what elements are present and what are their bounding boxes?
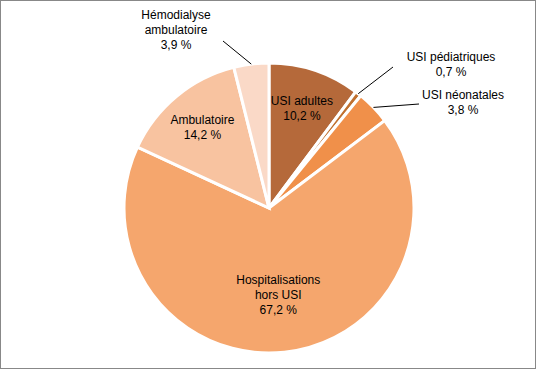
svg-text:USI pédiatriques0,7 %: USI pédiatriques0,7 % (407, 50, 496, 79)
svg-text:Ambulatoire14,2 %: Ambulatoire14,2 % (170, 113, 234, 142)
svg-text:USI néonatales3,8 %: USI néonatales3,8 % (422, 88, 504, 117)
svg-text:Hémodialyseambulatoire3,9 %: Hémodialyseambulatoire3,9 % (141, 8, 211, 52)
svg-text:USI adultes10,2 %: USI adultes10,2 % (271, 94, 333, 123)
svg-text:Hospitalisationshors USI67,2 %: Hospitalisationshors USI67,2 % (236, 273, 320, 317)
